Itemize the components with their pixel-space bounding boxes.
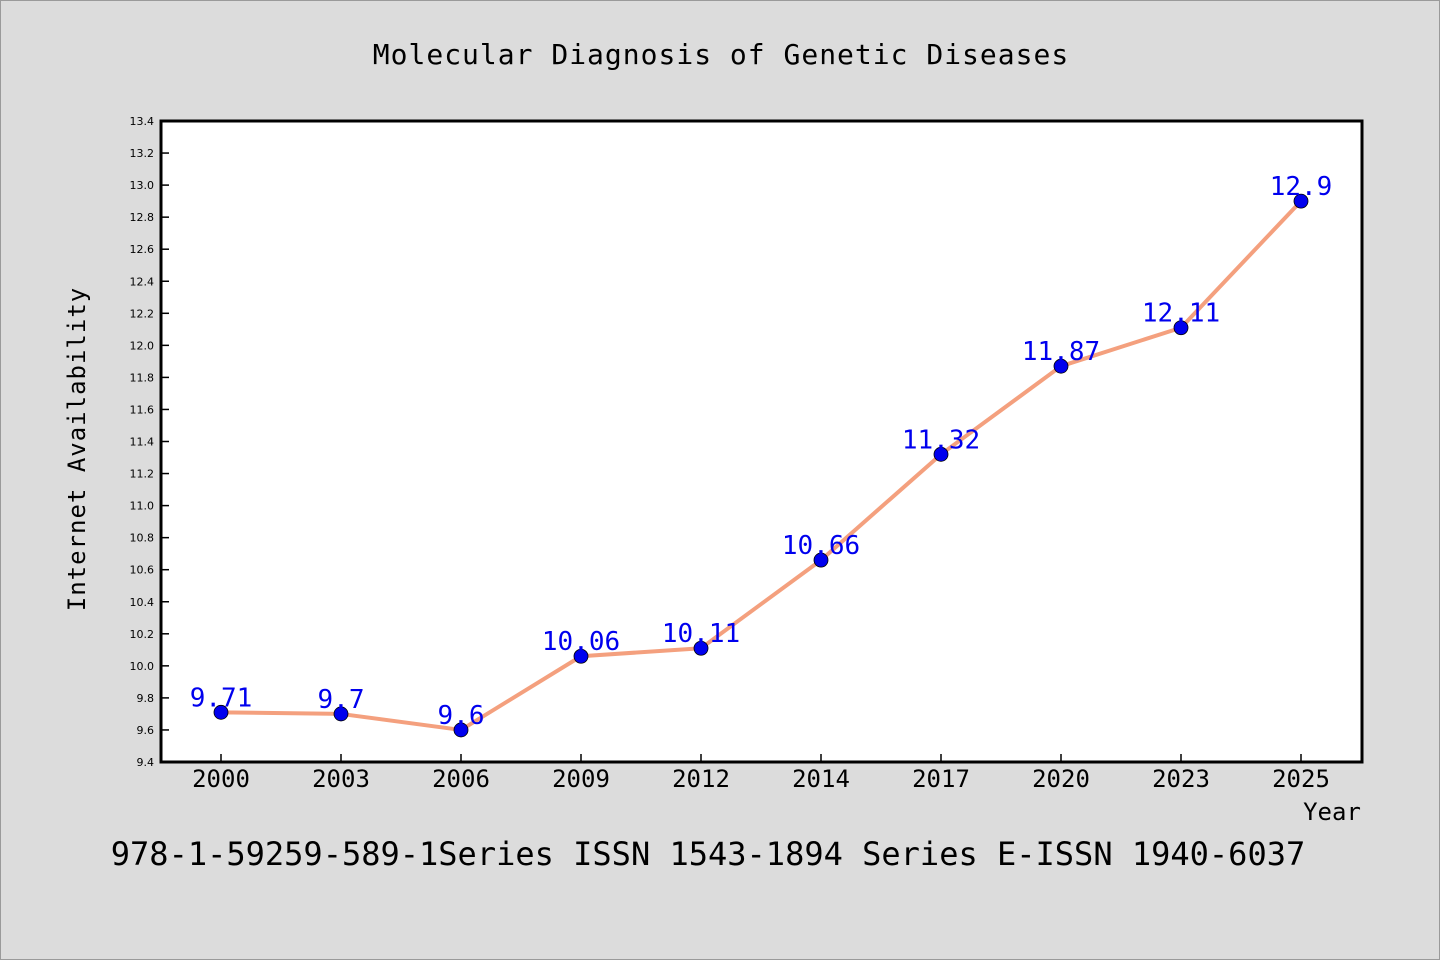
x-tick-label: 2000 bbox=[192, 765, 250, 793]
y-tick-label: 10.4 bbox=[130, 596, 155, 609]
y-tick-label: 13.2 bbox=[130, 147, 155, 160]
y-tick-label: 13.4 bbox=[130, 115, 155, 128]
data-point bbox=[1173, 320, 1189, 336]
series-line bbox=[219, 199, 1303, 732]
data-point bbox=[453, 722, 469, 738]
data-label: 11.32 bbox=[902, 425, 980, 455]
y-tick-label: 10.0 bbox=[130, 660, 155, 673]
y-tick-label: 12.0 bbox=[130, 339, 155, 352]
y-tick-label: 10.2 bbox=[130, 628, 155, 641]
x-axis-label: Year bbox=[1303, 798, 1361, 826]
chart-title: Molecular Diagnosis of Genetic Diseases bbox=[373, 38, 1069, 71]
x-axis: 2000 2003 2006 2009 2012 2014 2017 2020 2023 2025 bbox=[192, 754, 1330, 793]
data-label: 10.11 bbox=[662, 619, 740, 649]
y-tick-label: 12.2 bbox=[130, 307, 155, 320]
x-tick-label: 2012 bbox=[672, 765, 730, 793]
data-label: 9.7 bbox=[318, 685, 365, 715]
data-point bbox=[1293, 193, 1309, 209]
y-tick-label: 11.4 bbox=[130, 436, 155, 449]
y-tick-label: 10.8 bbox=[130, 532, 155, 545]
x-tick-label: 2023 bbox=[1152, 765, 1210, 793]
data-point bbox=[933, 446, 949, 462]
y-tick-label: 9.4 bbox=[137, 756, 155, 769]
y-tick-label: 12.8 bbox=[130, 211, 155, 224]
y-tick-label: 9.6 bbox=[137, 724, 155, 737]
data-label: 9.71 bbox=[190, 683, 253, 713]
y-tick-label: 12.6 bbox=[130, 243, 155, 256]
y-axis: 9.4 9.6 9.8 10.0 10.2 10.4 10.6 10.8 11.0 11.2 11.… bbox=[130, 115, 169, 769]
y-tick-label: 9.8 bbox=[137, 692, 155, 705]
y-tick-label: 10.6 bbox=[130, 564, 155, 577]
x-tick-label: 2017 bbox=[912, 765, 970, 793]
x-tick-label: 2025 bbox=[1272, 765, 1330, 793]
data-point bbox=[333, 706, 349, 722]
data-point bbox=[573, 648, 589, 664]
y-tick-label: 12.4 bbox=[130, 275, 155, 288]
y-tick-label: 11.8 bbox=[130, 371, 155, 384]
data-label: 11.87 bbox=[1022, 337, 1100, 367]
series-layer: 9.71 9.7 9.6 10.06 10.11 10.66 11.32 11.87 12.11… bbox=[190, 172, 1333, 738]
data-label: 12.9 bbox=[1270, 172, 1333, 202]
x-tick-label: 2003 bbox=[312, 765, 370, 793]
x-tick-label: 2006 bbox=[432, 765, 490, 793]
data-label: 10.66 bbox=[782, 531, 860, 561]
y-axis-label: Internet Availability bbox=[63, 287, 91, 611]
data-point bbox=[213, 704, 229, 720]
data-point bbox=[693, 640, 709, 656]
x-tick-label: 2014 bbox=[792, 765, 850, 793]
plot-area bbox=[159, 119, 1364, 764]
data-point bbox=[1053, 358, 1069, 374]
data-label: 10.06 bbox=[542, 627, 620, 657]
x-tick-label: 2020 bbox=[1032, 765, 1090, 793]
y-tick-label: 11.6 bbox=[130, 403, 155, 416]
data-label: 12.11 bbox=[1142, 299, 1220, 329]
data-point bbox=[813, 552, 829, 568]
y-tick-label: 11.2 bbox=[130, 468, 155, 481]
y-tick-label: 11.0 bbox=[130, 500, 155, 513]
footer-isbn-issn: 978-1-59259-589-1Series ISSN 1543-1894 S… bbox=[111, 835, 1305, 873]
data-label: 9.6 bbox=[438, 701, 485, 731]
y-tick-label: 13.0 bbox=[130, 179, 155, 192]
x-tick-label: 2009 bbox=[552, 765, 610, 793]
